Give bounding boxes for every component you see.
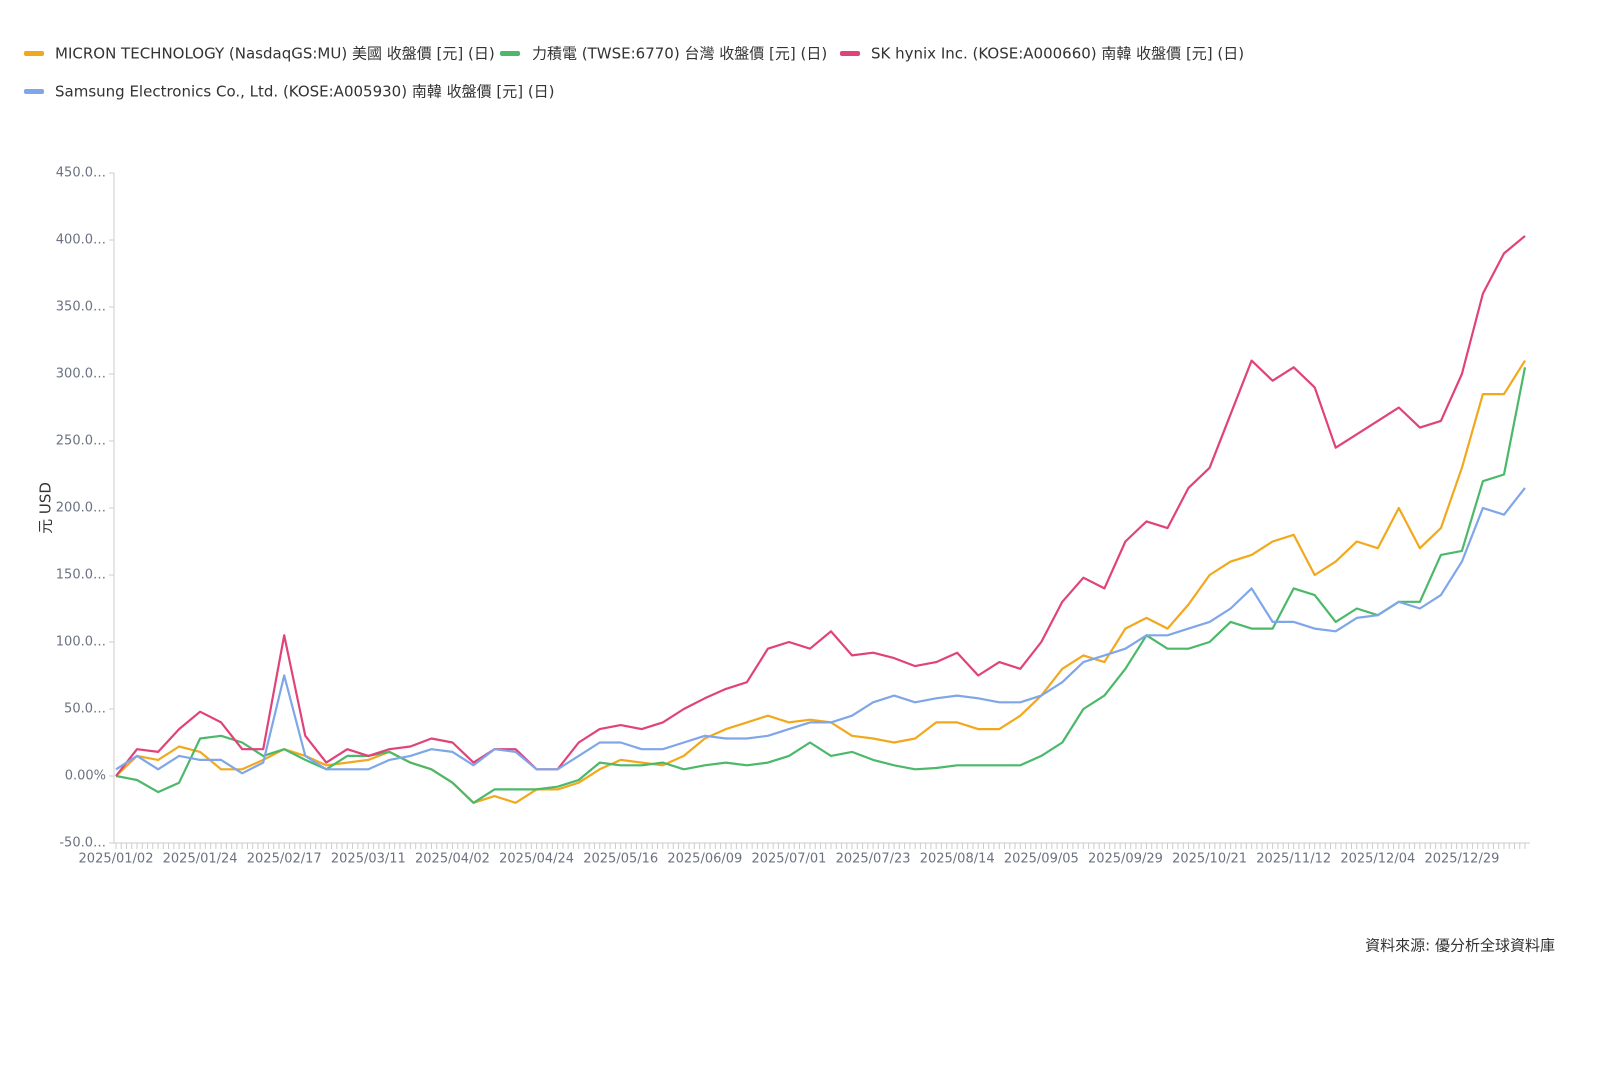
y-tick-label: 450.0… (56, 166, 106, 181)
series-line (115, 367, 1527, 804)
x-tick-label: 2025/12/29 (1424, 852, 1499, 867)
legend: MICRON TECHNOLOGY (NasdaqGS:MU) 美國 收盤價 [… (24, 45, 1244, 101)
legend-swatch (24, 89, 44, 94)
x-tick-label: 2025/09/05 (1004, 852, 1079, 867)
x-tick-label: 2025/07/01 (751, 852, 826, 867)
y-tick-label: 100.0… (56, 635, 106, 650)
y-tick-label: 250.0… (56, 434, 106, 449)
legend-swatch (840, 51, 860, 56)
series-line (115, 487, 1526, 775)
legend-label: MICRON TECHNOLOGY (NasdaqGS:MU) 美國 收盤價 [… (55, 45, 495, 63)
x-tick-label: 2025/07/23 (836, 852, 911, 867)
legend-swatch (24, 51, 44, 56)
x-tick-label: 2025/11/12 (1256, 852, 1331, 867)
legend-label: Samsung Electronics Co., Ltd. (KOSE:A005… (55, 83, 555, 101)
x-tick-label: 2025/09/29 (1088, 852, 1163, 867)
x-tick-label: 2025/05/16 (583, 852, 658, 867)
x-tick-label: 2025/02/17 (247, 852, 322, 867)
x-tick-label: 2025/08/14 (920, 852, 995, 867)
y-tick-label: 300.0… (56, 367, 106, 382)
y-tick-label: 50.0… (64, 702, 106, 717)
legend-label: SK hynix Inc. (KOSE:A000660) 南韓 收盤價 [元] … (871, 45, 1244, 63)
legend-swatch (500, 51, 520, 56)
y-tick-label: 400.0… (56, 233, 106, 248)
x-tick-label: 2025/03/11 (331, 852, 406, 867)
y-tick-label: -50.0… (59, 836, 106, 851)
x-tick-label: 2025/04/24 (499, 852, 574, 867)
y-axis-label: 元 USD (37, 482, 55, 534)
x-tick-label: 2025/12/04 (1340, 852, 1415, 867)
x-tick-label: 2025/06/09 (667, 852, 742, 867)
series-line (115, 235, 1526, 777)
series-line (115, 360, 1526, 804)
legend-label: 力積電 (TWSE:6770) 台灣 收盤價 [元] (日) (532, 45, 827, 63)
y-tick-label: 0.00% (65, 769, 106, 784)
x-tick-label: 2025/10/21 (1172, 852, 1247, 867)
x-tick-label: 2025/04/02 (415, 852, 490, 867)
source-note: 資料來源: 優分析全球資料庫 (1365, 937, 1555, 955)
x-tick-label: 2025/01/24 (163, 852, 238, 867)
y-tick-label: 200.0… (56, 501, 106, 516)
y-tick-label: 150.0… (56, 568, 106, 583)
x-tick-label: 2025/01/02 (79, 852, 154, 867)
y-tick-label: 350.0… (56, 300, 106, 315)
